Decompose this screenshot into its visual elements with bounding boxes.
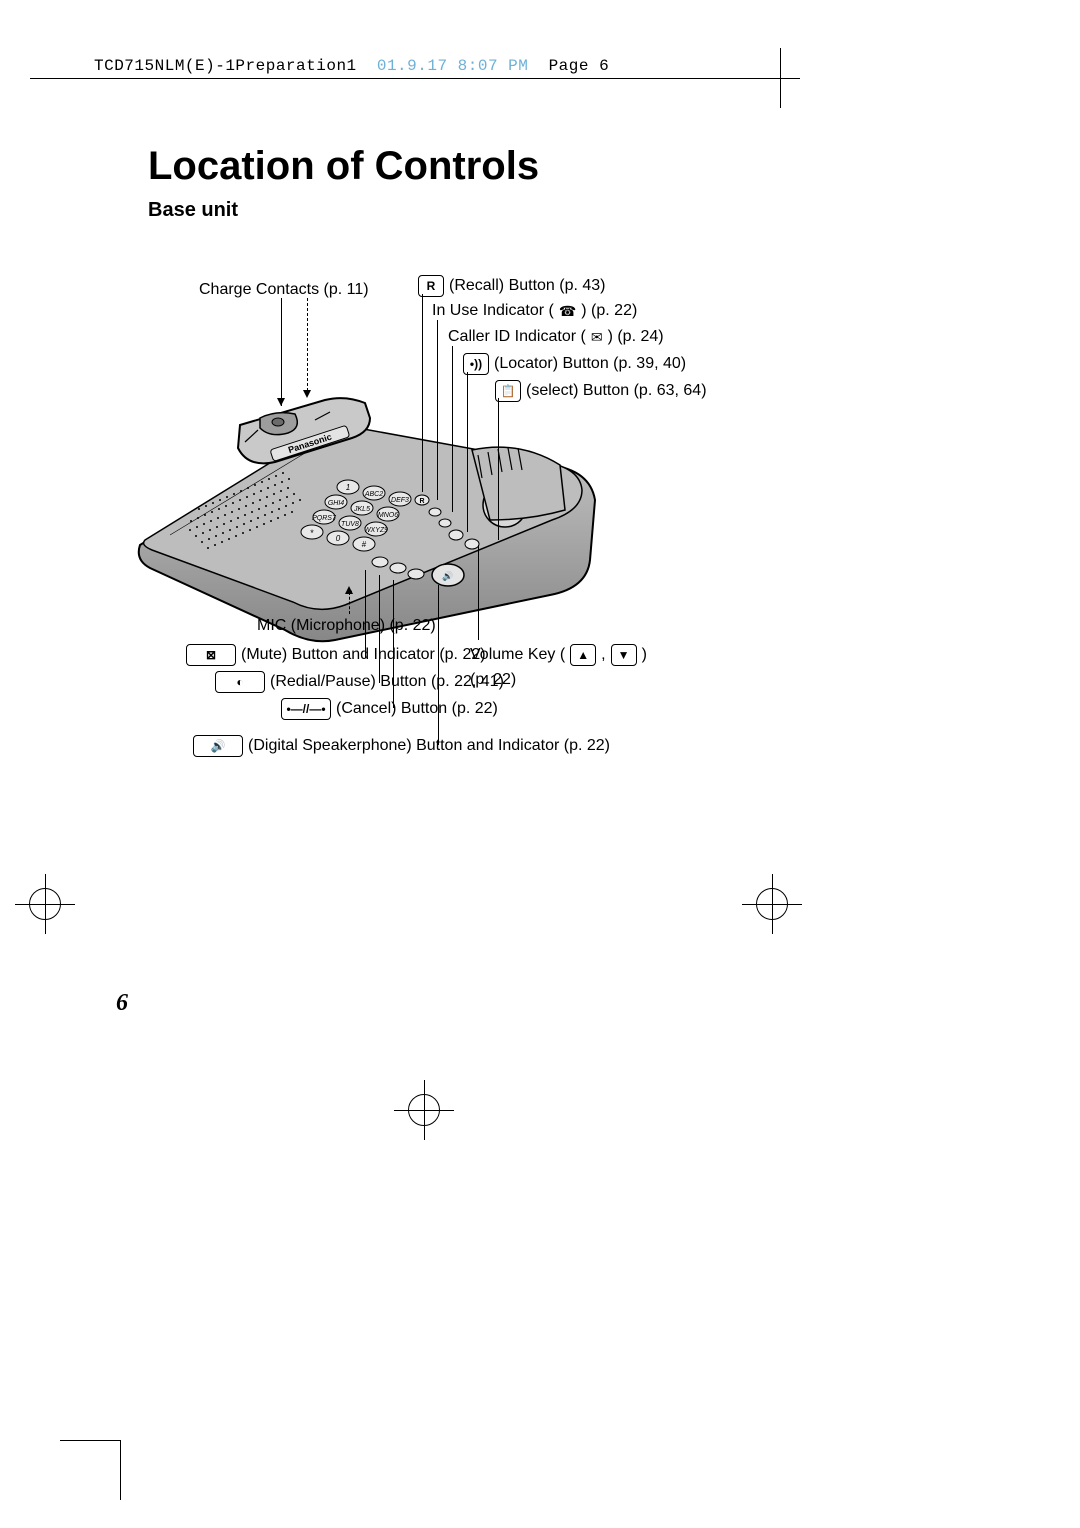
redial-key-icon: ◐: [215, 671, 265, 693]
section-subtitle: Base unit: [148, 199, 238, 222]
svg-text:0: 0: [336, 534, 341, 543]
mute-key-icon: ⊠: [186, 644, 236, 666]
print-doc: TCD715NLM(E)-1Preparation1: [94, 57, 357, 75]
print-page: Page 6: [549, 57, 610, 75]
leader-charge-dashed: [307, 298, 308, 396]
base-unit-illustration: Panasonic 1 ABC2 DEF3 GHI4 JKL5 MNO6 PQR…: [120, 370, 630, 650]
print-datetime: 01.9.17 8:07 PM: [377, 57, 529, 75]
svg-text:JKL5: JKL5: [353, 506, 370, 513]
speaker-key-icon: 🔊: [193, 735, 243, 757]
phone-icon: ☎: [559, 303, 576, 320]
svg-text:ABC2: ABC2: [364, 491, 383, 498]
svg-text:#: #: [362, 540, 367, 549]
callout-inuse: In Use Indicator (☎) (p. 22): [432, 302, 637, 320]
svg-text:🔊: 🔊: [442, 570, 453, 582]
arrow-charge: [277, 398, 285, 406]
cancel-key-icon: •—//—•: [281, 698, 331, 720]
page-title: Location of Controls: [148, 144, 539, 189]
callout-callerid: Caller ID Indicator (✉) (p. 24): [448, 328, 664, 346]
leader-mute: [365, 570, 366, 658]
leader-volume: [478, 545, 479, 640]
callout-redial: ◐(Redial/Pause) Button (p. 22, 41): [215, 671, 504, 693]
leader-inuse: [437, 320, 438, 500]
svg-text:TUV8: TUV8: [341, 521, 359, 528]
svg-text:WXYZ9: WXYZ9: [364, 527, 388, 534]
leader-mic-dashed: [349, 592, 350, 614]
envelope-icon: ✉: [591, 329, 603, 346]
leader-recall: [422, 294, 423, 492]
leader-callerid: [452, 346, 453, 512]
leader-locator: [467, 372, 468, 532]
svg-text:1: 1: [346, 483, 350, 492]
leader-redial: [379, 575, 380, 683]
svg-text:R: R: [419, 498, 424, 505]
leader-cancel: [393, 580, 394, 708]
vol-down-icon: ▼: [611, 644, 637, 666]
registration-mark-left: [15, 874, 75, 934]
crop-mark-bl: [60, 1440, 120, 1500]
callout-mute: ⊠(Mute) Button and Indicator (p. 22): [186, 644, 486, 666]
callout-recall: R(Recall) Button (p. 43): [418, 275, 606, 297]
callout-volume: Volume Key (▲, ▼): [470, 644, 647, 666]
callout-cancel: •—//—•(Cancel) Button (p. 22): [281, 698, 498, 720]
callout-mic: MIC (Microphone) (p. 22): [257, 617, 436, 635]
print-header: TCD715NLM(E)-1Preparation1 01.9.17 8:07 …: [94, 57, 609, 75]
leader-speaker: [438, 585, 439, 745]
registration-mark-right: [742, 874, 802, 934]
leader-select: [498, 398, 499, 540]
page-number: 6: [116, 990, 128, 1017]
vol-up-icon: ▲: [570, 644, 596, 666]
leader-charge-1: [281, 298, 282, 406]
arrow-charge-2: [303, 390, 311, 398]
arrow-mic: [345, 586, 353, 594]
svg-text:*: *: [310, 528, 314, 538]
callout-volume-2: (p. 22): [470, 671, 516, 689]
callout-charge: Charge Contacts (p. 11): [199, 281, 369, 299]
svg-text:MNO6: MNO6: [378, 512, 398, 519]
svg-text:PQRS7: PQRS7: [312, 515, 337, 522]
registration-mark-bottom: [394, 1080, 454, 1140]
callout-speaker: 🔊(Digital Speakerphone) Button and Indic…: [193, 735, 610, 757]
svg-text:DEF3: DEF3: [391, 497, 409, 504]
svg-text:GHI4: GHI4: [328, 500, 344, 507]
